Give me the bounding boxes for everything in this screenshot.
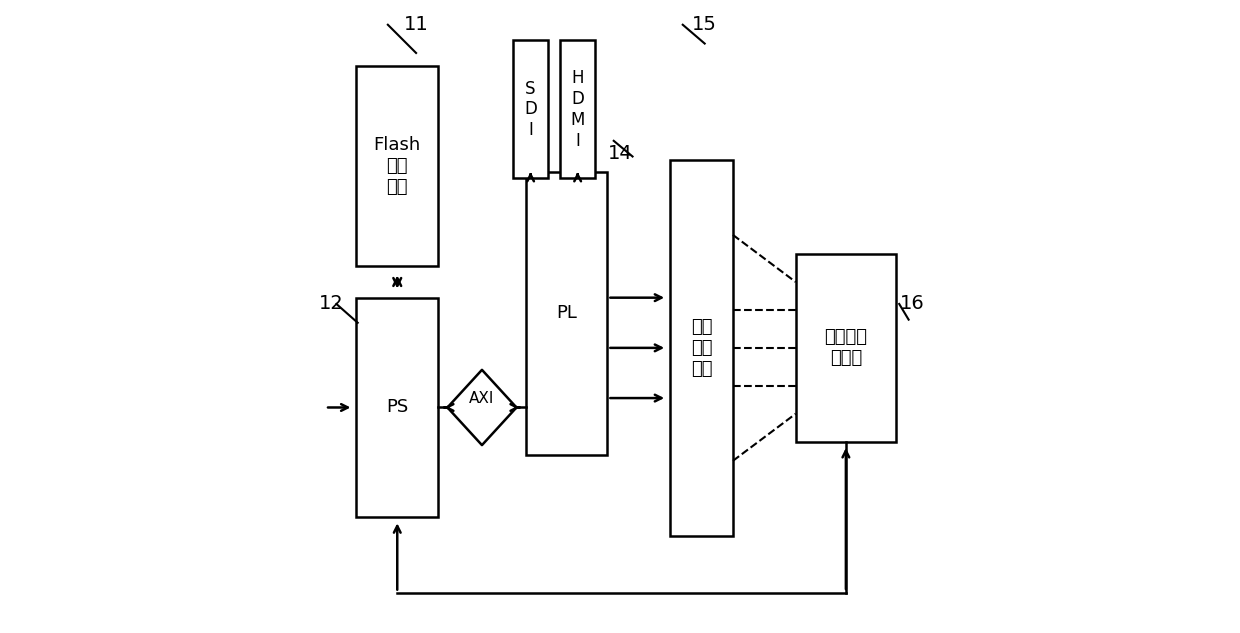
- FancyBboxPatch shape: [356, 66, 438, 266]
- Text: AXI: AXI: [469, 391, 495, 406]
- Text: 14: 14: [608, 144, 632, 163]
- Text: 15: 15: [692, 15, 717, 34]
- Text: PS: PS: [386, 399, 408, 417]
- Text: 12: 12: [319, 294, 343, 313]
- Text: 11: 11: [404, 15, 429, 34]
- Text: 16: 16: [899, 294, 924, 313]
- FancyBboxPatch shape: [513, 41, 548, 179]
- FancyBboxPatch shape: [356, 298, 438, 517]
- Text: 色度计或
光度计: 色度计或 光度计: [825, 329, 867, 367]
- Text: Flash
存储
单元: Flash 存储 单元: [373, 136, 420, 196]
- FancyBboxPatch shape: [670, 160, 733, 536]
- Text: PL: PL: [557, 304, 577, 322]
- FancyBboxPatch shape: [560, 41, 595, 179]
- Text: S
D
I: S D I: [525, 80, 537, 139]
- Text: 液晶
显示
面板: 液晶 显示 面板: [691, 318, 712, 378]
- FancyBboxPatch shape: [796, 254, 897, 442]
- Text: H
D
M
I: H D M I: [570, 69, 585, 149]
- FancyBboxPatch shape: [526, 172, 608, 454]
